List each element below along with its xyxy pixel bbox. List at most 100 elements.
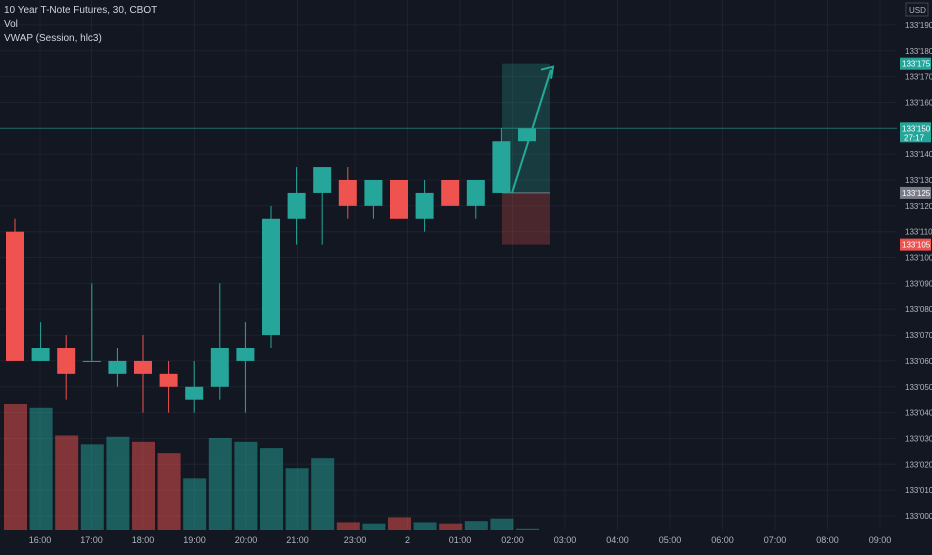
volume-bar: [208, 438, 232, 530]
candle-body[interactable]: [6, 231, 24, 361]
x-tick-label: 19:00: [183, 535, 206, 545]
candle-body[interactable]: [287, 192, 306, 219]
volume-bar: [4, 404, 27, 530]
y-tick-label: 133'080: [905, 305, 932, 314]
y-tick-label: 133'110: [905, 228, 932, 237]
candle-body[interactable]: [415, 192, 434, 219]
y-tick-label: 133'120: [905, 202, 932, 211]
y-tick-label: 133'000: [905, 512, 932, 521]
volume-bar: [388, 517, 411, 530]
x-tick-label: 17:00: [80, 535, 103, 545]
volume-bar: [311, 458, 335, 530]
y-tick-label: 133'040: [905, 409, 932, 418]
y-tick-label: 133'070: [905, 331, 932, 340]
currency-button[interactable]: USD: [909, 6, 926, 15]
x-tick-label: 08:00: [816, 535, 839, 545]
candle-body[interactable]: [236, 348, 255, 361]
candle-body[interactable]: [57, 348, 76, 374]
candle-body[interactable]: [210, 348, 229, 387]
y-tick-label: 133'140: [905, 150, 932, 159]
y-tick-label: 133'160: [905, 98, 932, 107]
candle-body[interactable]: [492, 141, 511, 193]
candle-body[interactable]: [466, 180, 485, 206]
time-axis[interactable]: [0, 530, 932, 550]
candle-body[interactable]: [262, 218, 280, 336]
volume-bar: [234, 441, 258, 530]
candle-body[interactable]: [185, 386, 204, 400]
x-tick-label: 16:00: [29, 535, 52, 545]
y-tick-label: 133'020: [905, 460, 932, 469]
symbol-title: 10 Year T-Note Futures, 30, CBOT: [4, 5, 158, 16]
y-tick-label: 133'030: [905, 434, 932, 443]
candle-body[interactable]: [518, 128, 536, 142]
volume-bar: [285, 468, 309, 530]
y-tick-label: 133'130: [905, 176, 932, 185]
entry-price-tag: 133'125: [902, 189, 931, 198]
current-price-tag: 133'150: [902, 124, 931, 133]
countdown-label: 27:17: [904, 133, 925, 142]
x-tick-label: 21:00: [286, 535, 309, 545]
projection-arrow: [511, 69, 552, 194]
projection-arrowhead: [540, 65, 555, 79]
vwap-indicator-label[interactable]: VWAP (Session, hlc3): [4, 33, 102, 44]
volume-indicator-label[interactable]: Vol: [4, 19, 18, 30]
current-price-tag-bg: [900, 122, 931, 143]
target-price-tag: 133'175: [902, 60, 931, 69]
volume-bar: [260, 448, 283, 530]
candle-body[interactable]: [390, 180, 408, 219]
candle-body[interactable]: [159, 373, 178, 387]
y-tick-label: 133'090: [905, 279, 932, 288]
x-tick-label: 07:00: [764, 535, 787, 545]
volume-bar: [132, 441, 155, 530]
volume-bar: [464, 521, 488, 530]
y-tick-label: 133'050: [905, 383, 932, 392]
candle-body[interactable]: [441, 180, 460, 206]
volume-bar: [55, 435, 79, 530]
x-tick-label: 01:00: [449, 535, 472, 545]
x-tick-label: 02:00: [501, 535, 524, 545]
y-tick-label: 133'100: [905, 254, 932, 263]
volume-bar: [157, 453, 181, 530]
volume-bar: [336, 522, 360, 530]
volume-bar: [29, 407, 53, 530]
stop-price-tag-bg: [900, 238, 931, 251]
chart-legend: 10 Year T-Note Futures, 30, CBOT Vol VWA…: [4, 4, 157, 46]
x-tick-label: 2: [405, 535, 410, 545]
x-tick-label: 23:00: [344, 535, 367, 545]
candle-body[interactable]: [108, 360, 127, 374]
currency-button-bg: [905, 2, 929, 17]
entry-price-tag-bg: [900, 186, 931, 199]
candle-body[interactable]: [31, 348, 50, 361]
candle-body[interactable]: [82, 360, 101, 362]
volume-bar: [183, 478, 207, 530]
y-tick-label: 133'180: [905, 47, 932, 56]
candle-body[interactable]: [134, 360, 152, 374]
x-tick-label: 03:00: [554, 535, 577, 545]
x-tick-label: 05:00: [659, 535, 682, 545]
y-tick-label: 133'060: [905, 357, 932, 366]
volume-bar: [439, 523, 463, 530]
volume-bar: [80, 444, 104, 530]
candle-body[interactable]: [313, 167, 332, 193]
x-tick-label: 06:00: [711, 535, 734, 545]
x-tick-label: 18:00: [132, 535, 155, 545]
y-tick-label: 133'170: [905, 73, 932, 82]
candle-body[interactable]: [364, 180, 383, 206]
x-tick-label: 20:00: [235, 535, 258, 545]
price-axis[interactable]: [897, 0, 932, 550]
y-tick-label: 133'190: [905, 21, 932, 30]
target-price-tag-bg: [900, 57, 931, 70]
volume-bar: [516, 528, 539, 530]
stop-zone[interactable]: [502, 192, 550, 245]
x-tick-label: 09:00: [869, 535, 892, 545]
y-tick-label: 133'010: [905, 486, 932, 495]
candle-body[interactable]: [338, 180, 357, 206]
stop-price-tag: 133'105: [902, 241, 931, 250]
volume-bar: [413, 522, 437, 530]
volume-bar: [106, 436, 130, 530]
volume-bar: [490, 518, 514, 530]
volume-bar: [362, 523, 386, 530]
x-tick-label: 04:00: [606, 535, 629, 545]
